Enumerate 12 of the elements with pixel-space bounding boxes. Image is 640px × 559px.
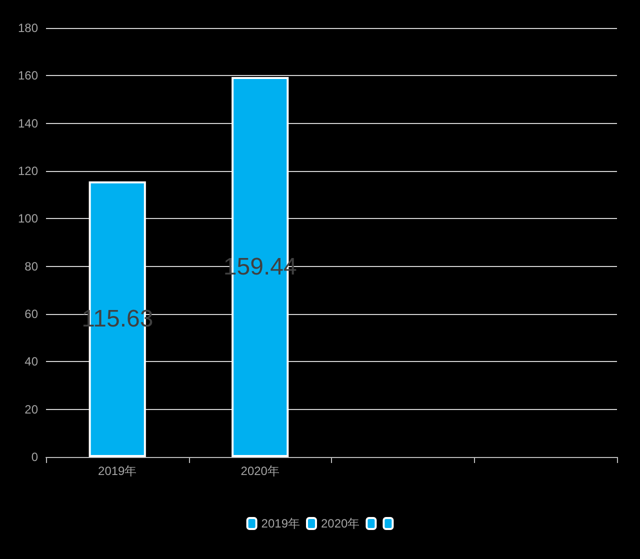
y-tick-label: 60 (24, 307, 38, 321)
y-tick-label: 180 (18, 21, 38, 35)
y-tick-label: 80 (24, 259, 38, 274)
y-tick-label: 100 (18, 212, 38, 226)
y-tick-label: 140 (18, 116, 38, 130)
legend-label: 2019年 (261, 516, 300, 530)
y-tick-label: 0 (31, 450, 38, 464)
y-tick-label: 160 (18, 68, 38, 83)
y-tick-label: 20 (24, 402, 38, 416)
y-tick-label: 120 (18, 164, 38, 178)
y-tick-label: 40 (24, 354, 38, 369)
legend-label: 2020年 (321, 516, 360, 530)
